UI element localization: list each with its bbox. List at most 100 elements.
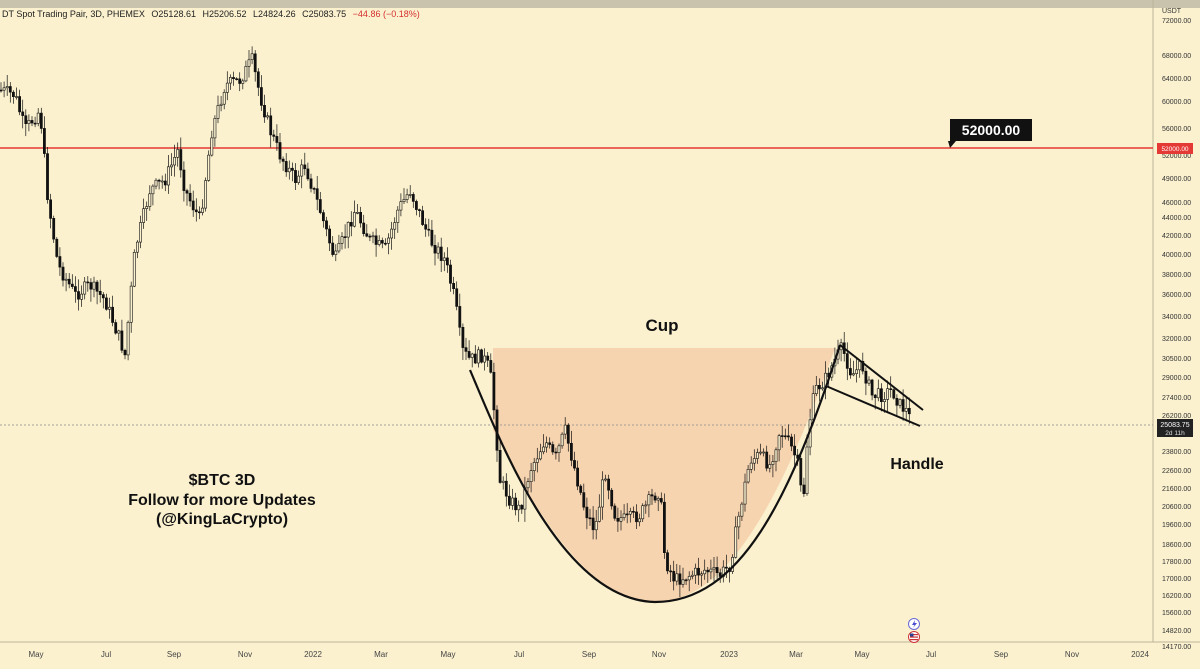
level-callout[interactable]: 52000.00: [948, 119, 1032, 148]
candle-body: [548, 442, 552, 445]
current-price-box: [1157, 419, 1193, 437]
candle-body: [529, 470, 533, 483]
candle-body: [117, 330, 121, 334]
price-tick-label: 60000.00: [1162, 99, 1191, 106]
candle-body: [793, 445, 797, 456]
candle-body: [241, 80, 245, 84]
candle-body: [188, 192, 192, 202]
candle-body: [684, 579, 688, 582]
candle-body: [439, 246, 443, 261]
candle-body: [594, 521, 598, 531]
time-axis[interactable]: May Jul Sep Nov 2022 Mar May Jul Sep Nov 2023 Mar Ma…: [28, 650, 1149, 659]
candle-body: [659, 498, 663, 503]
us-flag-icon[interactable]: [908, 631, 920, 643]
candle-body: [613, 505, 617, 519]
time-tick-label: May: [440, 650, 455, 659]
candle-body: [89, 282, 93, 290]
candle-body: [641, 505, 645, 520]
candle-body: [473, 353, 477, 364]
caption-handle: (@KingLaCrypto): [156, 511, 288, 528]
candle-body: [24, 115, 28, 124]
candle-body: [790, 436, 793, 447]
candle-body: [421, 210, 425, 225]
close-value: C25083.75: [302, 9, 347, 19]
candle-body: [27, 120, 31, 124]
time-tick-label: May: [28, 650, 43, 659]
candle-body: [538, 451, 542, 460]
candle-body: [904, 407, 908, 412]
handle-lower-line: [825, 385, 921, 427]
candle-body: [712, 567, 716, 570]
caption-title: $BTC 3D: [189, 472, 256, 489]
candle-body: [427, 228, 431, 231]
candle-body: [814, 384, 818, 394]
lightning-icon[interactable]: [908, 618, 920, 630]
candle-body: [321, 212, 325, 222]
candle-body: [46, 153, 49, 201]
candle-body: [160, 180, 164, 183]
candle-body: [346, 222, 350, 238]
candle-body: [374, 235, 378, 245]
callout-text: 52000.00: [962, 122, 1021, 138]
candle-body: [771, 461, 775, 465]
time-tick-label: Nov: [1065, 650, 1079, 659]
candle-body: [377, 240, 381, 245]
price-tick-label: 44000.00: [1162, 215, 1191, 222]
candle-body: [365, 233, 369, 237]
candle-body: [294, 170, 297, 183]
candle-body: [545, 442, 549, 448]
candle-body: [111, 306, 115, 323]
candle-body: [635, 511, 638, 523]
candle-body: [309, 178, 313, 189]
candle-body: [349, 222, 353, 227]
currency-label: USDT: [1162, 8, 1182, 15]
candle-body: [151, 185, 155, 195]
candle-body: [693, 567, 697, 576]
candle-body: [126, 321, 130, 356]
candle-body: [740, 503, 744, 517]
candle-body: [402, 199, 406, 202]
candle-body: [455, 288, 459, 307]
candle-body: [359, 212, 363, 224]
candle-body: [393, 222, 397, 230]
price-tick-label: 27400.00: [1162, 395, 1191, 402]
price-axis[interactable]: USDT 72000.00 68000.00 64000.00 60000.00 560…: [1162, 8, 1191, 651]
candle-body: [848, 368, 852, 376]
candle-body: [318, 199, 322, 213]
cup-curve: [468, 344, 842, 604]
candle-body: [39, 112, 43, 129]
candle-body: [157, 179, 161, 182]
time-tick-label: Nov: [238, 650, 252, 659]
candle-body: [12, 91, 15, 97]
candle-body: [290, 167, 294, 171]
candle-body: [229, 77, 232, 84]
candle-body: [697, 567, 700, 576]
candle-body: [303, 164, 307, 170]
candle-body: [582, 492, 586, 508]
candle-body: [678, 573, 682, 585]
candle-body: [222, 92, 226, 105]
price-tick-label: 18600.00: [1162, 542, 1191, 549]
candle-body: [216, 105, 220, 119]
candle-body: [532, 462, 536, 471]
price-tick-label: 17000.00: [1162, 576, 1191, 583]
candle-body: [167, 166, 170, 186]
candle-body: [681, 579, 685, 585]
candle-body: [325, 220, 328, 230]
candle-body: [765, 451, 769, 469]
candle-body: [306, 168, 310, 180]
candle-body: [170, 164, 173, 168]
candle-body: [870, 379, 874, 396]
candle-body: [817, 384, 821, 390]
candle-body: [811, 393, 815, 421]
candle-body: [225, 82, 229, 93]
candle-body: [656, 498, 660, 501]
candle-body: [430, 229, 434, 246]
open-value: O25128.61: [151, 9, 196, 19]
candle-body: [566, 424, 570, 444]
candle-body: [33, 122, 37, 125]
candle-body: [244, 66, 248, 82]
low-value: L24824.26: [253, 9, 296, 19]
candle-body: [638, 518, 642, 523]
